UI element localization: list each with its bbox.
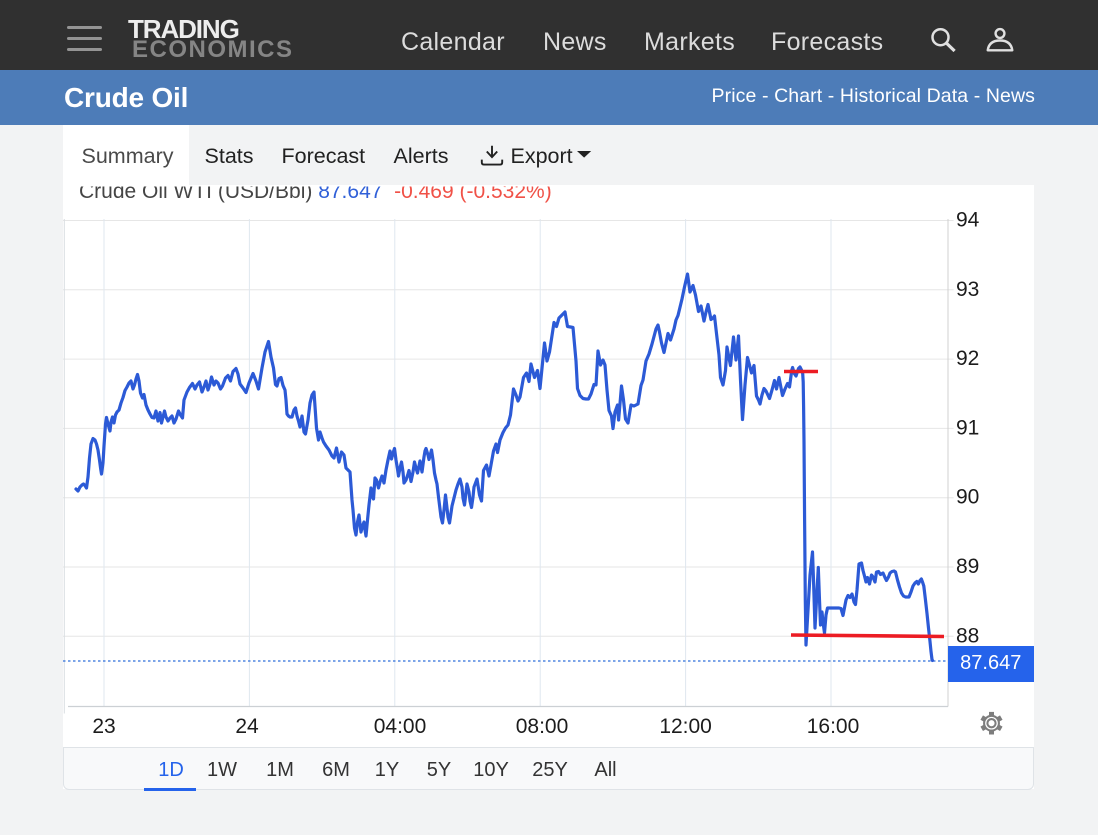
svg-text:90: 90 (956, 486, 979, 509)
svg-text:12:00: 12:00 (659, 715, 712, 738)
svg-text:91: 91 (956, 416, 979, 439)
svg-text:92: 92 (956, 347, 979, 370)
svg-text:89: 89 (956, 555, 979, 578)
svg-text:24: 24 (235, 715, 259, 738)
svg-text:93: 93 (956, 278, 979, 301)
svg-text:16:00: 16:00 (807, 715, 860, 738)
svg-text:04:00: 04:00 (374, 715, 427, 738)
svg-text:94: 94 (956, 209, 980, 232)
svg-text:08:00: 08:00 (516, 715, 569, 738)
svg-text:23: 23 (92, 715, 115, 738)
svg-text:88: 88 (956, 624, 979, 647)
